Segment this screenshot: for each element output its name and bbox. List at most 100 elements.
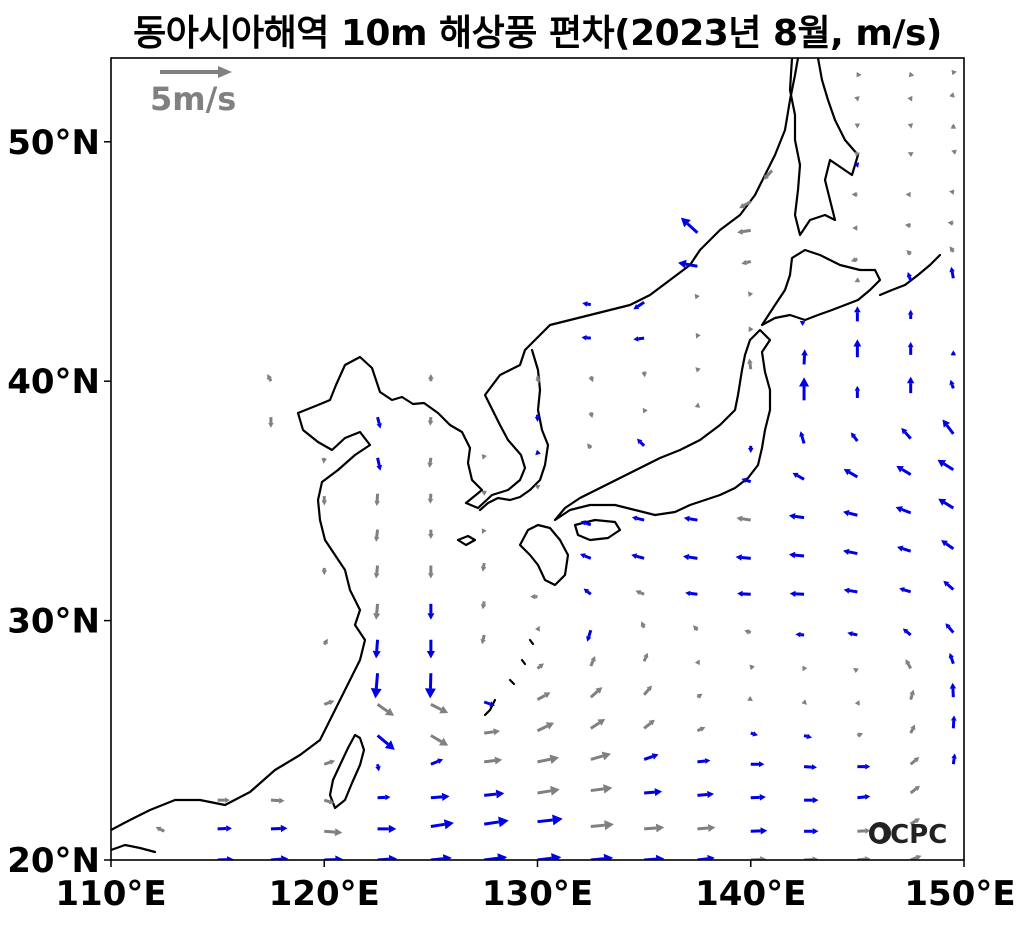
wind-vector [741, 259, 752, 266]
wind-vector [270, 824, 288, 833]
wind-vector [945, 623, 955, 634]
wind-vector [481, 454, 487, 460]
wind-vector [537, 814, 563, 826]
axis-ticks: 110°E 120°E 130°E 140°E 150°E 20°N 30°N 40°N 50°… [7, 123, 1015, 914]
wind-vector [695, 367, 701, 373]
mainland-coastline [111, 58, 800, 832]
wind-vector [644, 854, 665, 860]
wind-vector [590, 751, 611, 761]
wind-vector [854, 700, 860, 706]
wind-vector [908, 71, 915, 78]
hokkaido-coastline [760, 248, 882, 327]
south-coast [111, 843, 157, 854]
wind-vector [268, 417, 274, 428]
kyushu-coastline [518, 523, 570, 587]
wind-vector [635, 590, 645, 596]
wind-vector [376, 734, 395, 750]
wind-vector [323, 759, 336, 766]
wind-vector [217, 825, 232, 832]
wind-vector [789, 590, 805, 597]
y-tick-label: 50°N [7, 123, 100, 163]
wind-vector [941, 540, 955, 551]
x-tick-label: 130°E [482, 874, 593, 914]
wind-vector [750, 761, 765, 768]
wind-vector [270, 797, 285, 804]
shikoku-coastline [573, 518, 622, 542]
wind-vector [843, 587, 858, 594]
wind-vector [942, 419, 955, 435]
wind-vector [850, 432, 859, 442]
map-title: 동아시아해역 10m 해상풍 편차(2023년 8월, m/s) [133, 13, 942, 54]
wind-vector [802, 665, 808, 672]
wind-vector [535, 449, 541, 456]
wind-vector [854, 277, 861, 283]
wind-vector [372, 639, 381, 659]
wind-vector [694, 659, 700, 666]
wind-vector [155, 826, 165, 833]
wind-vector [949, 682, 957, 698]
wind-vector [580, 520, 592, 527]
y-tick-label: 30°N [7, 602, 100, 642]
wind-vector [696, 693, 703, 699]
wind-vector [680, 217, 699, 234]
wind-vector [480, 562, 487, 572]
jeju-coastline [456, 534, 477, 547]
wind-vector [377, 824, 397, 833]
wind-vector [735, 554, 751, 561]
wind-vector [633, 300, 645, 310]
wind-vector [590, 820, 614, 831]
wind-vector [642, 407, 648, 414]
wind-vector [748, 445, 754, 453]
honshu-coastline [553, 328, 772, 522]
wind-vector [589, 687, 603, 699]
wind-vector [430, 819, 454, 830]
wind-vector [744, 629, 752, 635]
wind-vector [534, 484, 541, 490]
wind-vector [853, 668, 859, 674]
reference-vector: 5m/s [150, 66, 236, 118]
wind-vector [943, 580, 955, 591]
islands-small [508, 638, 535, 686]
ocpc-logo: OCPC [868, 820, 947, 850]
wind-vector [799, 431, 806, 444]
wind-vector [739, 200, 752, 209]
wind-vector [430, 792, 450, 801]
wind-vector [267, 374, 273, 382]
wind-vector [795, 631, 805, 638]
wind-vector [947, 220, 954, 226]
wind-vector [803, 764, 817, 770]
wind-vector [750, 827, 768, 835]
wind-vector [426, 639, 435, 659]
wind-vector [854, 306, 861, 322]
wind-vector [644, 788, 663, 797]
wind-vector [857, 828, 871, 834]
wind-vector [427, 416, 434, 426]
wind-vector [484, 756, 503, 765]
wind-vector [373, 603, 381, 620]
x-tick-label: 120°E [269, 874, 380, 914]
wind-vector [951, 753, 957, 765]
wind-vector [788, 513, 805, 520]
wind-vector [537, 754, 560, 764]
wind-vector [695, 332, 701, 339]
wind-vector [535, 376, 541, 384]
wind-vector [853, 339, 862, 358]
wind-vector [640, 621, 646, 629]
wind-vector [377, 794, 391, 801]
wind-vector [587, 443, 593, 450]
wind-vector [907, 309, 914, 319]
wind-vector [697, 854, 715, 860]
wind-vector [749, 664, 755, 671]
wind-vector [801, 699, 807, 705]
wind-vector [631, 515, 645, 522]
wind-vector [321, 457, 327, 464]
wind-vector [430, 854, 452, 860]
wind-vector [938, 498, 955, 510]
wind-vector [427, 493, 434, 504]
wind-vector [906, 272, 913, 282]
wind-vector [901, 427, 912, 440]
wind-vector [788, 551, 805, 559]
wind-vector [644, 823, 665, 833]
wind-vector [370, 673, 382, 699]
